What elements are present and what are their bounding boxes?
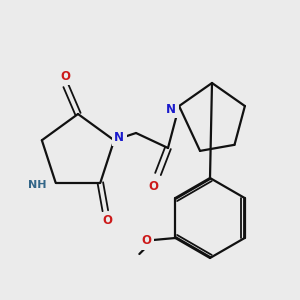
Text: O: O bbox=[141, 235, 152, 248]
Text: O: O bbox=[102, 214, 112, 227]
Text: O: O bbox=[60, 70, 70, 83]
Text: N: N bbox=[114, 131, 124, 144]
Text: NH: NH bbox=[28, 180, 47, 190]
Text: N: N bbox=[166, 103, 176, 116]
Text: O: O bbox=[148, 179, 158, 193]
